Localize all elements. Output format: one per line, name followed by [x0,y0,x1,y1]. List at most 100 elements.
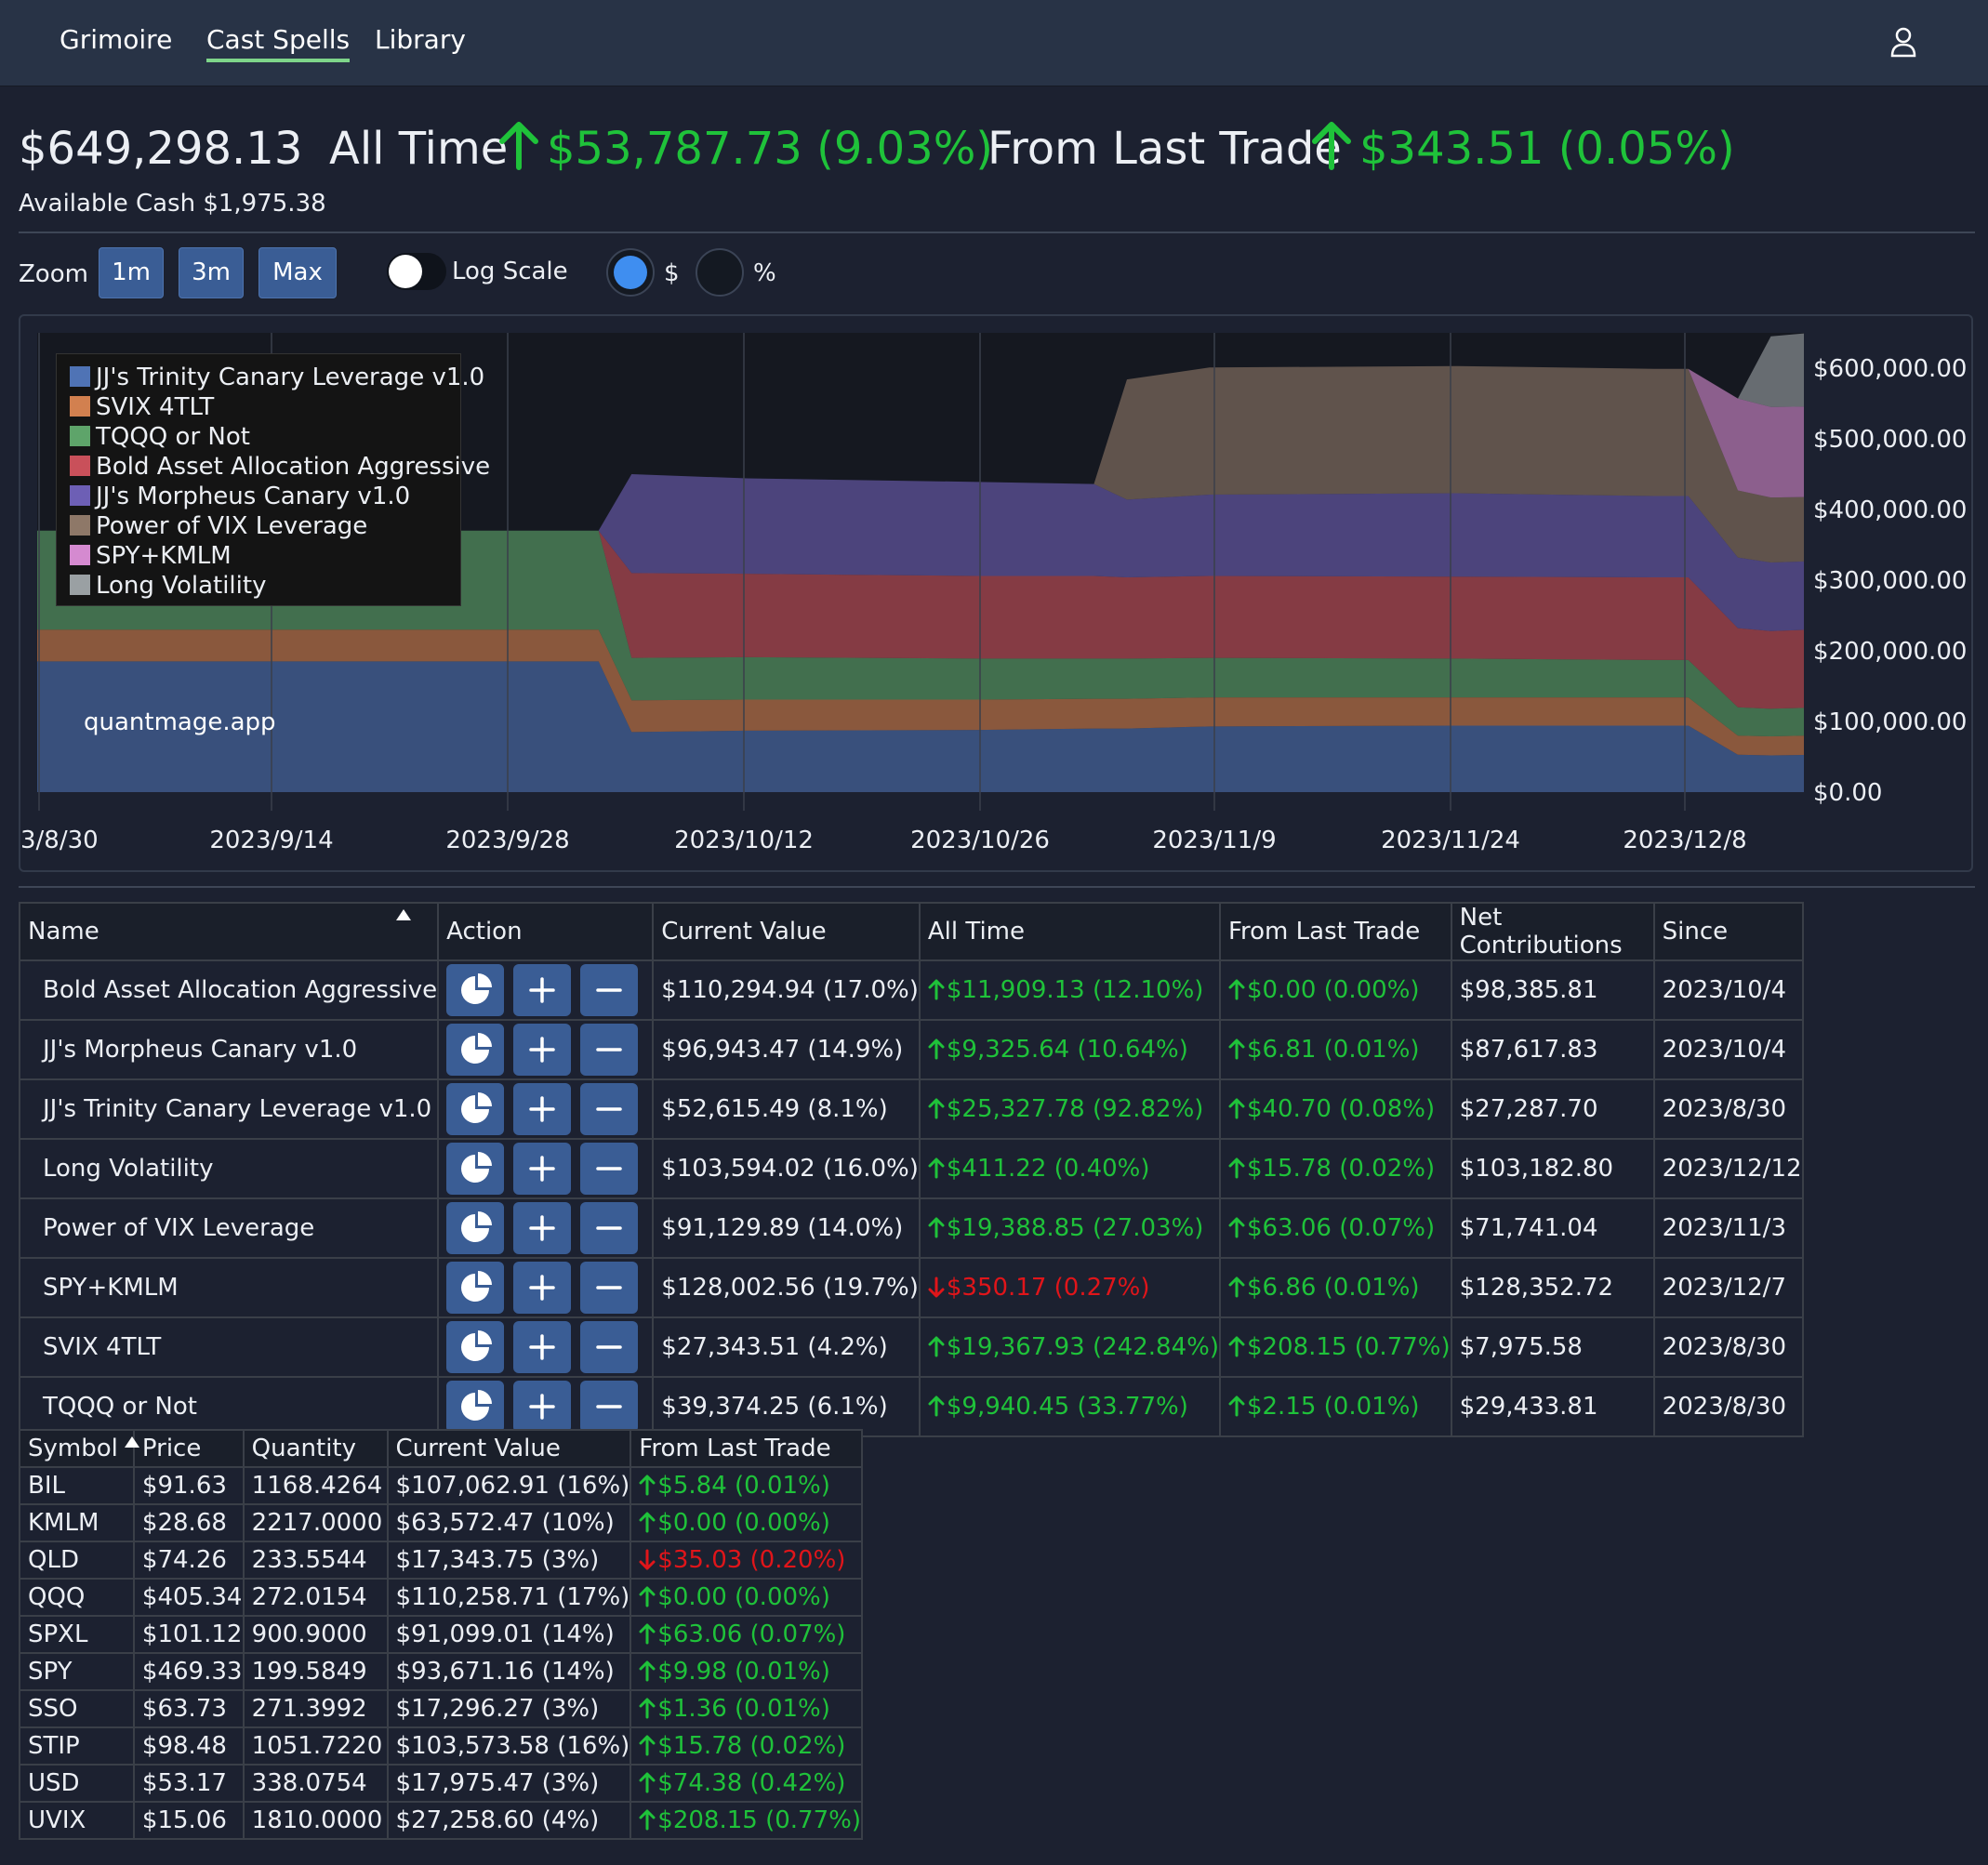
column-header-quantity[interactable]: Quantity [242,1429,389,1468]
column-header-since[interactable]: Since [1652,902,1805,961]
dollar-mode-radio[interactable] [606,248,655,297]
arrow-down-icon [639,1549,656,1570]
last-trade-cell: $6.81 (0.01%) [1218,1019,1452,1080]
percent-mode-radio[interactable] [696,248,744,297]
add-funds-button[interactable] [513,1262,572,1314]
all-time-cell: $19,367.93 (242.84%) [918,1316,1221,1378]
top-navbar: Grimoire Cast Spells Library [0,0,1988,86]
change-value: $5.84 (0.01%) [657,1472,830,1500]
column-header-price[interactable]: Price [132,1429,245,1468]
current-value: $128,002.56 (19.7%) [652,1257,921,1318]
legend-label: SVIX 4TLT [96,393,215,421]
add-funds-button[interactable] [513,964,572,1016]
series-area-1 [37,629,1804,756]
withdraw-funds-button[interactable] [580,1024,639,1076]
column-header-net-contributions[interactable]: Net Contributions [1450,902,1655,961]
withdraw-funds-button[interactable] [580,1083,639,1135]
allocation-chart-button[interactable] [446,1083,505,1135]
allocation-chart-button[interactable] [446,1381,505,1433]
arrow-up-icon [928,1217,945,1238]
nav-cast-spells[interactable]: Cast Spells [206,24,351,62]
table-row: SPY+KMLM $128,002.56 (19.7%) $350.17 (0.27… [18,1257,1805,1318]
allocation-chart-button[interactable] [446,964,505,1016]
withdraw-funds-button[interactable] [580,1202,639,1254]
table-row: JJ's Trinity Canary Leverage v1.0 $52,615… [18,1078,1805,1140]
strategy-name[interactable]: JJ's Morpheus Canary v1.0 [18,1019,440,1080]
add-funds-button[interactable] [513,1321,572,1373]
last-trade-cell: $6.86 (0.01%) [1218,1257,1452,1318]
strategy-name[interactable]: SVIX 4TLT [18,1316,440,1378]
current-value: $39,374.25 (6.1%) [652,1376,921,1437]
add-funds-button[interactable] [513,1083,572,1135]
log-scale-toggle[interactable] [387,253,446,290]
strategy-name[interactable]: Long Volatility [18,1138,440,1199]
strategy-name[interactable]: Power of VIX Leverage [18,1197,440,1259]
add-funds-button[interactable] [513,1024,572,1076]
current-value: $91,099.01 (14%) [386,1615,632,1654]
strategy-name[interactable]: JJ's Trinity Canary Leverage v1.0 [18,1078,440,1140]
arrow-up-icon [928,979,945,1000]
withdraw-funds-button[interactable] [580,1143,639,1195]
pie-chart-icon [461,1271,493,1302]
table-row: KMLM $28.68 2217.0000 $63,572.47 (10%) $0.00… [19,1503,863,1542]
change-value: $6.81 (0.01%) [1246,1036,1420,1064]
last-trade-cell: $2.15 (0.01%) [1218,1376,1452,1437]
arrow-up-icon [639,1512,656,1533]
add-funds-button[interactable] [513,1381,572,1433]
current-value: $27,343.51 (4.2%) [652,1316,921,1378]
user-icon[interactable] [1889,26,1917,58]
quantity: 900.9000 [242,1615,389,1654]
zoom-1m-button[interactable]: 1m [99,247,164,298]
legend-swatch [70,426,90,446]
all-time-cell: $11,909.13 (12.10%) [918,959,1221,1021]
strategy-name[interactable]: Bold Asset Allocation Aggressive [18,959,440,1021]
allocation-chart-button[interactable] [446,1321,505,1373]
strategy-name[interactable]: SPY+KMLM [18,1257,440,1318]
sort-ascending-icon[interactable] [396,909,411,920]
withdraw-funds-button[interactable] [580,1262,639,1314]
last-trade-cell: $35.03 (0.20%) [630,1541,863,1580]
column-header-current-value[interactable]: Current Value [386,1429,632,1468]
table-header-row: Name Action Current Value All Time From … [18,902,1805,961]
zoom-3m-button[interactable]: 3m [179,247,244,298]
change-value: $9,325.64 (10.64%) [946,1036,1188,1064]
column-header-from-last-trade[interactable]: From Last Trade [630,1429,863,1468]
allocation-chart-button[interactable] [446,1202,505,1254]
last-trade-cell: $74.38 (0.42%) [630,1764,863,1803]
zoom-max-button[interactable]: Max [258,247,337,298]
plus-icon [529,1275,555,1301]
column-header-name[interactable]: Name [18,902,440,961]
nav-library[interactable]: Library [375,24,466,55]
arrow-down-icon [928,1276,945,1298]
withdraw-funds-button[interactable] [580,964,639,1016]
sort-ascending-icon[interactable] [125,1436,139,1448]
allocation-chart-button[interactable] [446,1143,505,1195]
column-header-current-value[interactable]: Current Value [652,902,921,961]
chart-container [19,314,1973,872]
arrow-up-icon [639,1735,656,1756]
series-area-0 [37,661,1804,792]
last-trade-change: $343.51 (0.05%) [1359,123,1735,175]
allocation-chart-button[interactable] [446,1262,505,1314]
pie-chart-icon [461,1330,493,1361]
column-header-from-last-trade[interactable]: From Last Trade [1218,902,1452,961]
legend-label: Power of VIX Leverage [96,512,368,540]
minus-icon [596,1345,622,1349]
strategy-name[interactable]: TQQQ or Not [18,1376,440,1437]
action-cell [437,1257,655,1318]
table-row: Bold Asset Allocation Aggressive $110,294… [18,959,1805,1021]
plus-icon [529,1334,555,1360]
allocation-chart-button[interactable] [446,1024,505,1076]
column-header-symbol[interactable]: Symbol [19,1429,135,1468]
table-row: Long Volatility $103,594.02 (16.0%) $411.2… [18,1138,1805,1199]
since-date: 2023/12/7 [1652,1257,1805,1318]
symbol: SSO [19,1689,135,1728]
all-time-cell: $25,327.78 (92.82%) [918,1078,1221,1140]
last-trade-cell: $15.78 (0.02%) [630,1726,863,1766]
nav-grimoire[interactable]: Grimoire [60,24,173,55]
withdraw-funds-button[interactable] [580,1321,639,1373]
column-header-all-time[interactable]: All Time [918,902,1221,961]
withdraw-funds-button[interactable] [580,1381,639,1433]
add-funds-button[interactable] [513,1143,572,1195]
add-funds-button[interactable] [513,1202,572,1254]
